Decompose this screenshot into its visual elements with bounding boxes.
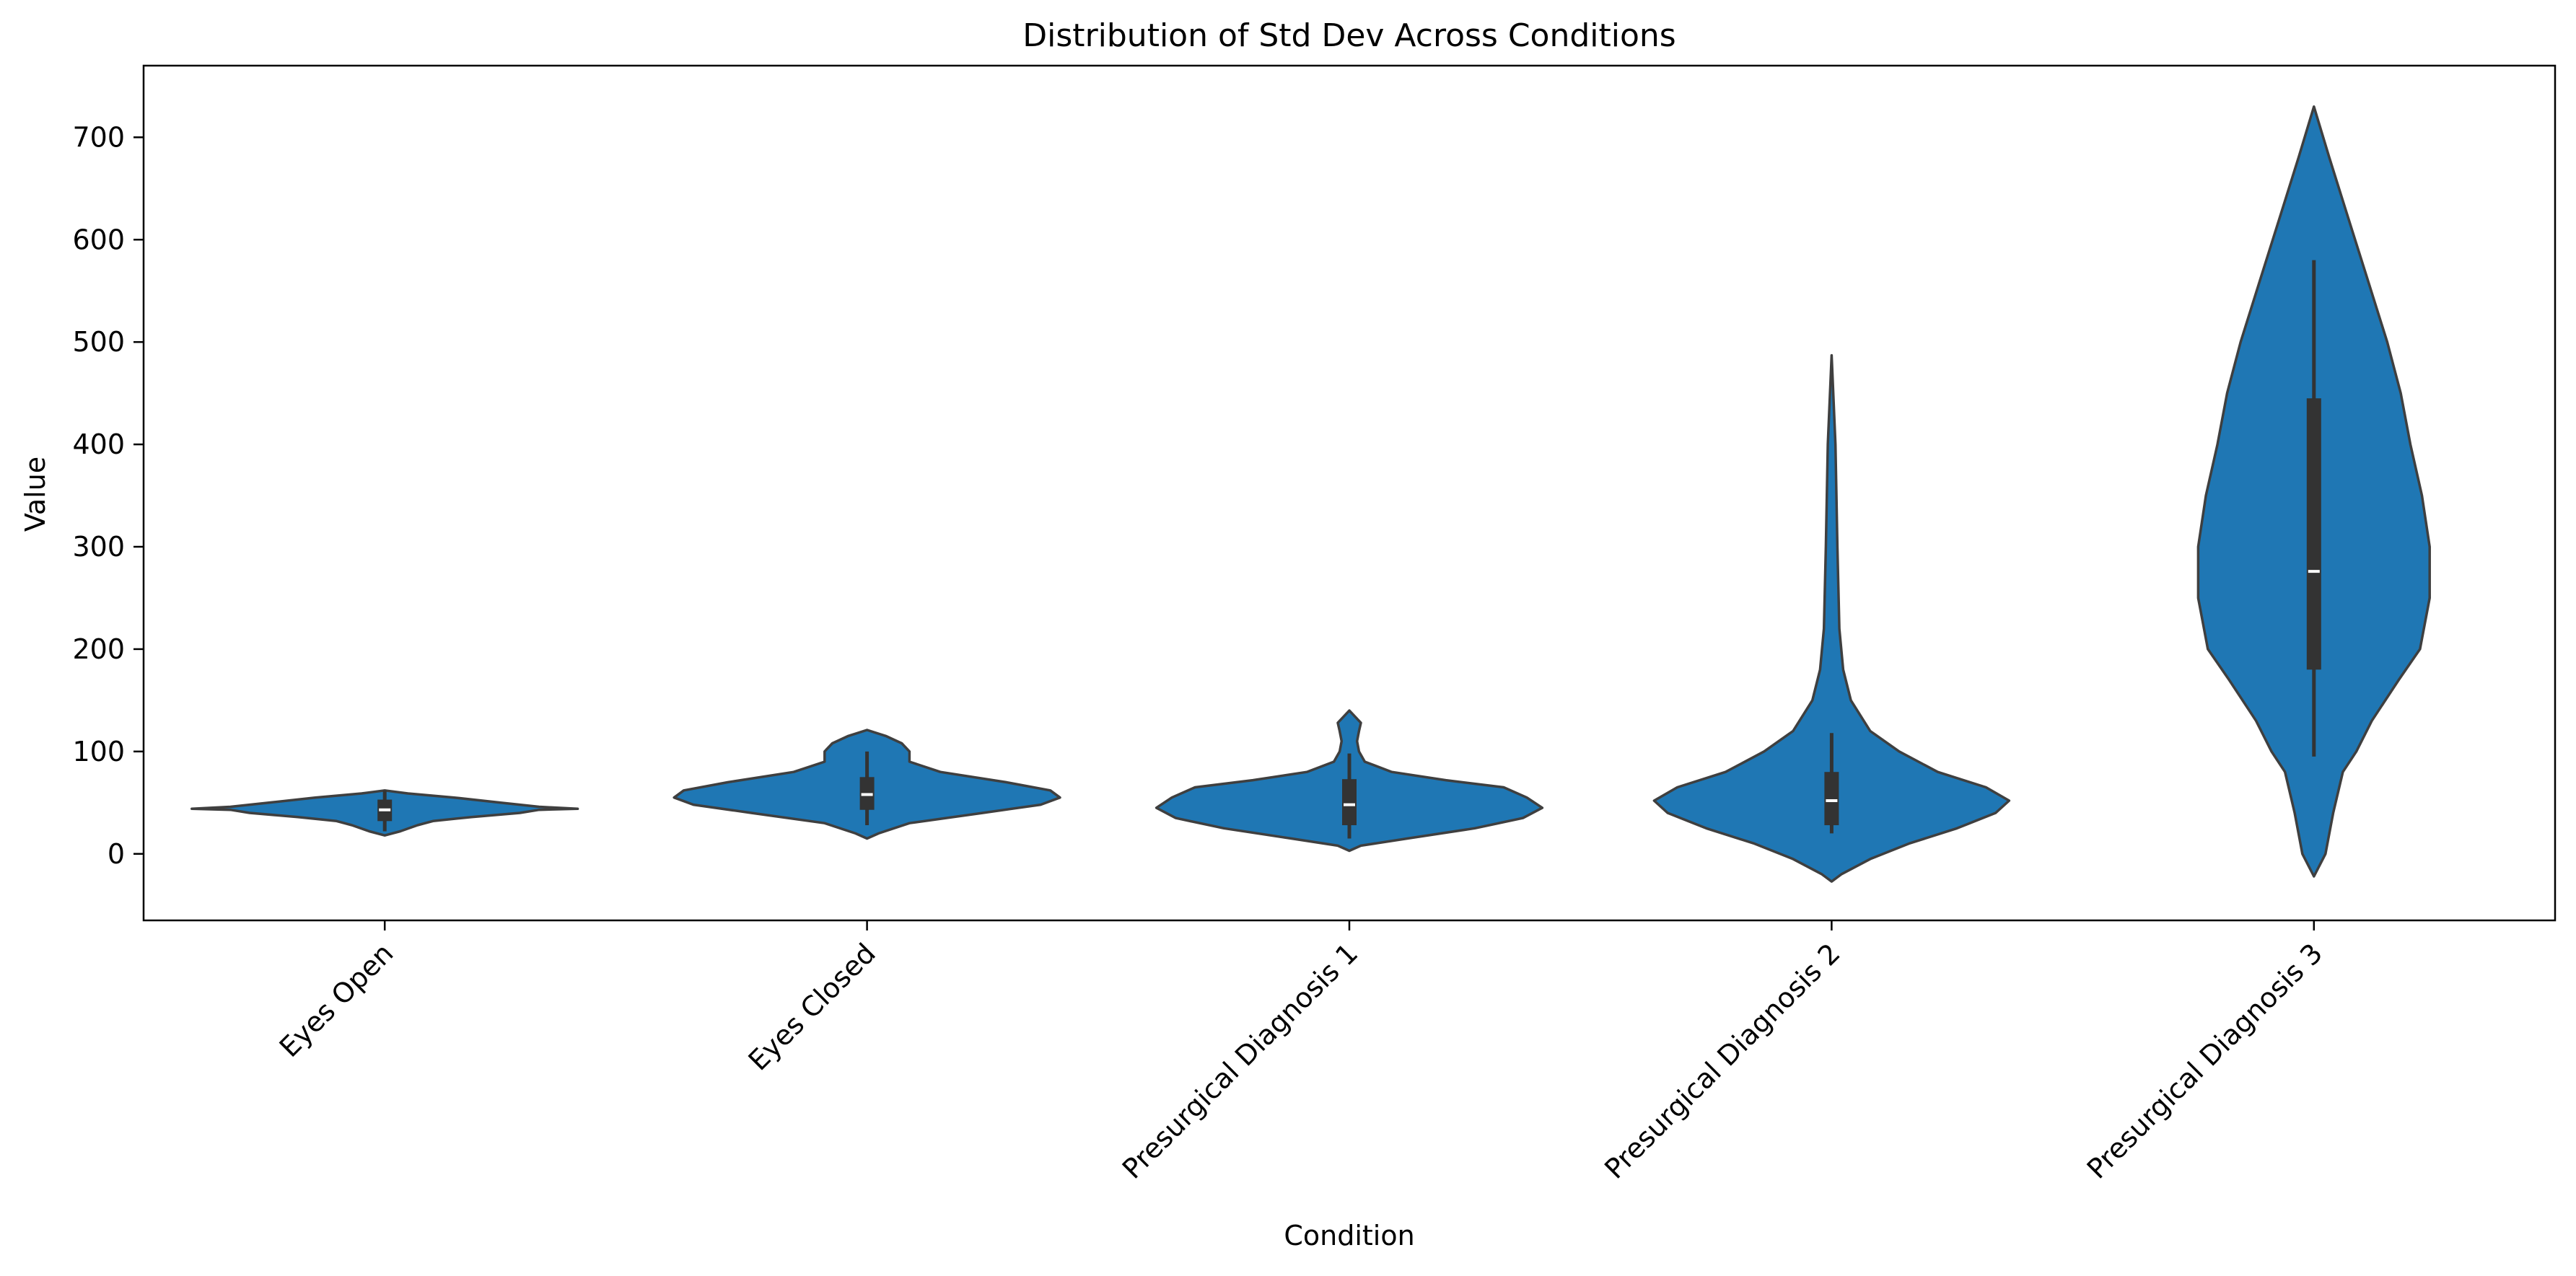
violin-iqr-box: [2306, 398, 2321, 670]
violin-iqr-box: [1824, 772, 1839, 826]
y-tick-label: 500: [72, 326, 125, 358]
violin-4: [1652, 353, 2011, 883]
y-axis-label: Value: [19, 457, 51, 532]
violins-layer: [190, 105, 2431, 883]
violin-body: [1652, 353, 2011, 883]
y-tick-label: 300: [72, 531, 125, 563]
violin-1: [190, 789, 579, 837]
violin-3: [1155, 709, 1544, 853]
y-tick-label: 600: [72, 224, 125, 255]
plot-frame: [142, 64, 2557, 922]
y-tick-label: 100: [72, 736, 125, 767]
violin-2: [673, 729, 1061, 840]
violin-iqr-box: [1342, 779, 1357, 826]
y-tick-label: 0: [108, 838, 125, 870]
y-tick-label: 200: [72, 633, 125, 665]
y-tick-label: 400: [72, 428, 125, 460]
violin-5: [2196, 105, 2431, 878]
x-axis-label: Condition: [1284, 1220, 1414, 1251]
chart-title: Distribution of Std Dev Across Condition…: [1022, 17, 1675, 54]
y-axis-ticks: 0 100 200 300 400 500 600 700: [72, 121, 144, 870]
y-tick-label: 700: [72, 121, 125, 153]
